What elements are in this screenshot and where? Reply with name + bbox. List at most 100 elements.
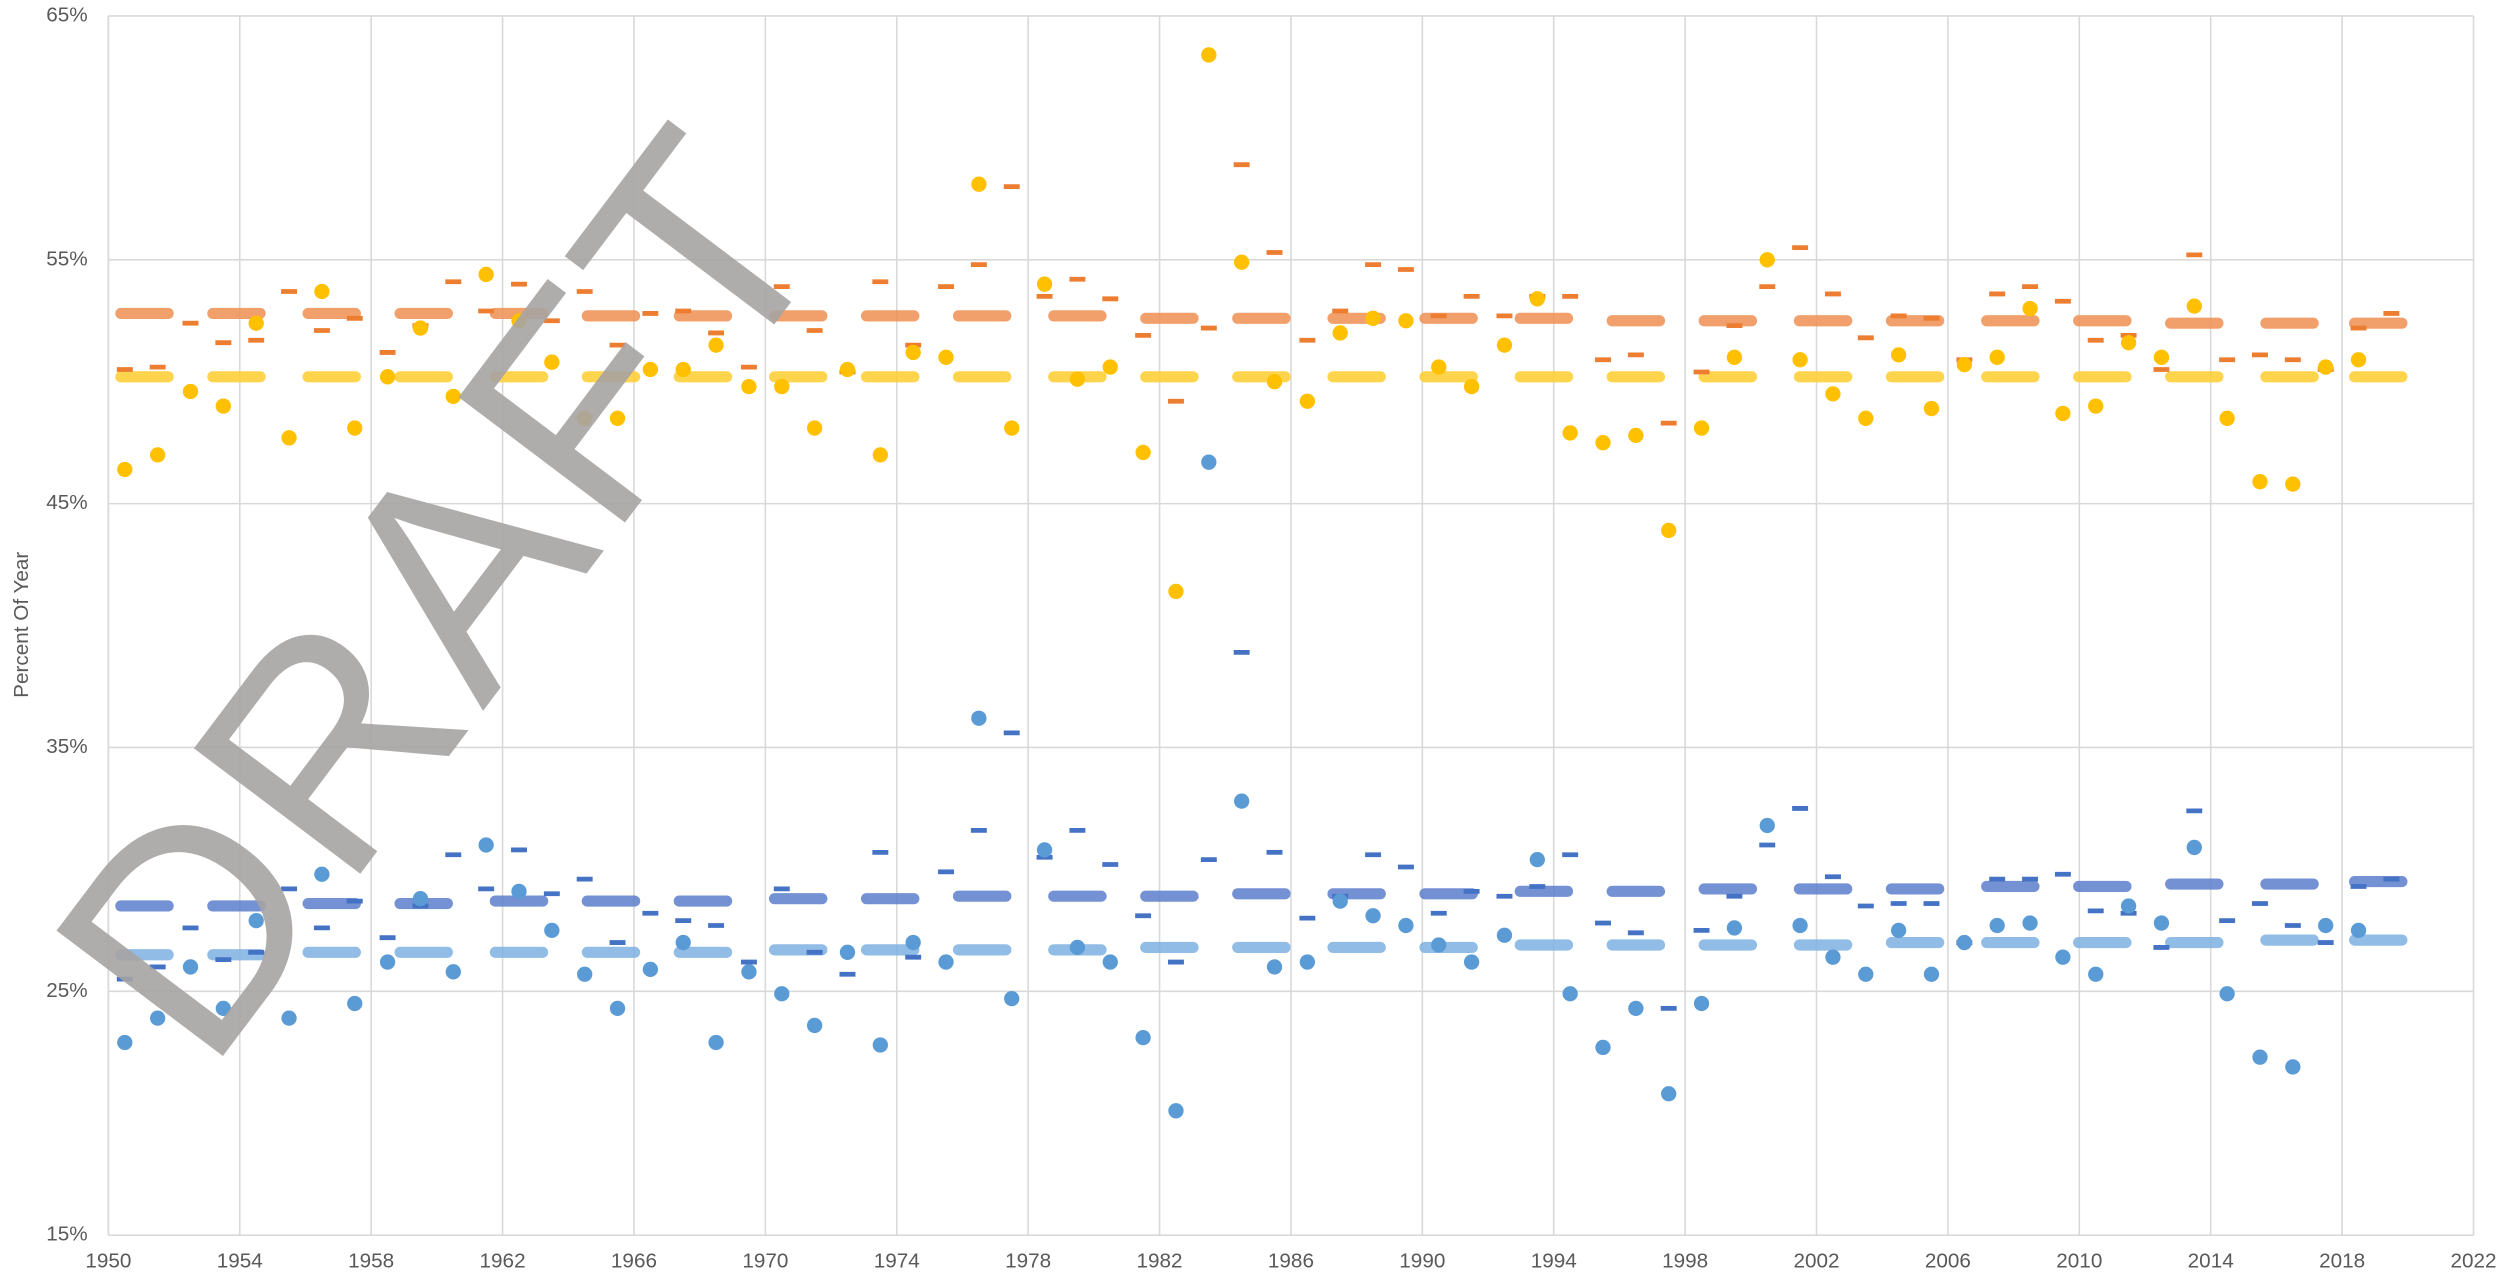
dot	[1332, 893, 1348, 909]
dot	[2153, 915, 2170, 931]
dot	[2120, 335, 2137, 351]
dot	[1825, 386, 1841, 402]
x-tick-label: 1978	[1005, 1250, 1051, 1273]
x-tick-label: 2014	[2188, 1250, 2234, 1273]
grid	[107, 15, 2475, 1236]
dot	[2153, 349, 2170, 365]
dot	[675, 361, 691, 378]
dot	[511, 883, 527, 899]
dot	[2088, 966, 2104, 982]
dot	[1628, 427, 1644, 444]
y-tick-label: 25%	[46, 979, 87, 1002]
dot	[1562, 425, 1578, 441]
x-tick-label: 1970	[742, 1250, 788, 1273]
dot	[938, 954, 954, 970]
x-tick-label: 1986	[1268, 1250, 1314, 1273]
dot	[445, 388, 461, 404]
dot	[1299, 954, 1316, 970]
dot	[2350, 922, 2367, 939]
dot	[642, 361, 659, 378]
dot	[445, 964, 461, 980]
dot	[1463, 954, 1480, 970]
dot	[1266, 959, 1283, 975]
dot	[2219, 986, 2235, 1002]
dot	[314, 866, 330, 882]
dot	[1004, 990, 1020, 1007]
dot	[1004, 420, 1020, 436]
dot	[675, 934, 691, 951]
dot	[1036, 276, 1053, 292]
dot	[577, 410, 593, 426]
dot	[1726, 349, 1743, 365]
watermark: DRAFT	[0, 67, 896, 1115]
dot	[248, 912, 264, 929]
dot	[609, 1000, 626, 1017]
dot	[149, 447, 166, 463]
dot	[1661, 522, 1677, 539]
dot	[2022, 300, 2038, 317]
dot	[2318, 359, 2334, 375]
dot	[1628, 1000, 1644, 1017]
dot	[741, 964, 757, 980]
dot	[215, 1000, 231, 1017]
dot	[412, 320, 429, 336]
y-axis-label: Percent Of Year	[10, 552, 33, 698]
dot	[1693, 420, 1710, 436]
dot	[1989, 917, 2005, 934]
dot	[1956, 934, 1972, 951]
dot	[215, 398, 231, 414]
dot	[1595, 1039, 1611, 1056]
dot	[182, 383, 199, 400]
dot	[774, 986, 790, 1002]
dot	[708, 337, 724, 353]
dot	[1398, 917, 1414, 934]
dot	[2252, 474, 2268, 490]
x-tick-label: 2010	[2056, 1250, 2102, 1273]
dot	[281, 1010, 297, 1026]
dot	[1792, 917, 1808, 934]
x-tick-label: 2006	[1925, 1250, 1971, 1273]
dot	[872, 447, 888, 463]
dot	[1825, 949, 1841, 965]
y-tick-label: 15%	[46, 1223, 87, 1246]
dot	[1923, 400, 1940, 417]
dot	[1234, 793, 1250, 809]
dot	[1102, 954, 1118, 970]
x-tick-label: 2002	[1793, 1250, 1839, 1273]
series	[117, 454, 2367, 1119]
dot	[1168, 583, 1184, 600]
dot	[478, 266, 494, 283]
dot	[544, 922, 560, 939]
dot	[511, 313, 527, 329]
dot	[2252, 1049, 2268, 1065]
dot	[1496, 337, 1513, 353]
dot	[971, 710, 987, 726]
dot	[117, 461, 133, 478]
dot	[2219, 410, 2235, 426]
dot	[1431, 937, 1447, 953]
x-tick-label: 1962	[480, 1250, 526, 1273]
dot	[1168, 1103, 1184, 1119]
dot	[1266, 374, 1283, 390]
dot	[2088, 398, 2104, 414]
dot	[1496, 927, 1513, 943]
dot	[642, 961, 659, 978]
dot	[1562, 986, 1578, 1002]
dot	[412, 891, 429, 907]
x-tick-label: 1966	[611, 1250, 657, 1273]
dot	[2285, 1059, 2301, 1075]
series	[115, 934, 2408, 961]
y-tick-label: 35%	[46, 735, 87, 758]
dot	[314, 283, 330, 300]
dot	[2120, 898, 2137, 914]
dot	[1201, 454, 1217, 470]
series	[115, 876, 2408, 912]
dot	[1595, 435, 1611, 451]
dot	[281, 430, 297, 446]
dot	[1890, 922, 1907, 939]
y-tick-label: 55%	[46, 247, 87, 270]
dot	[609, 410, 626, 426]
dot	[1234, 254, 1250, 270]
y-tick-label: 45%	[46, 491, 87, 514]
dot	[1036, 842, 1053, 858]
